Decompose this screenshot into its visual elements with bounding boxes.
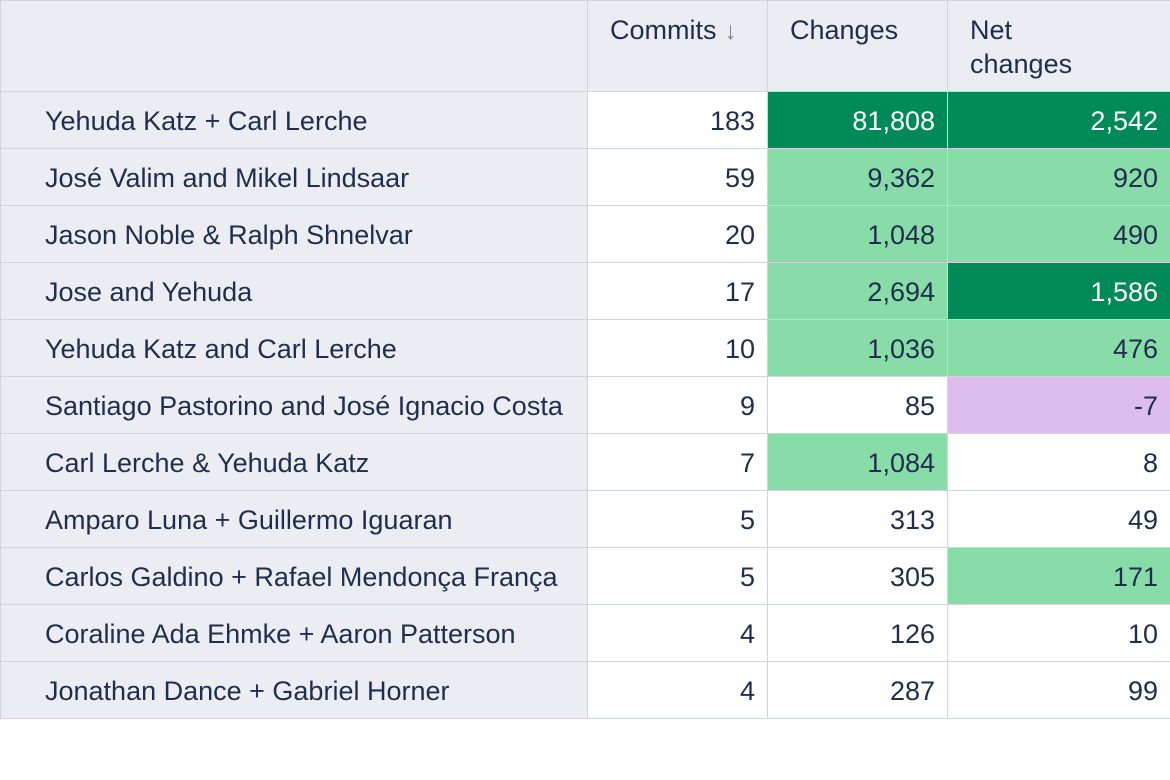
- contributors-table: Commits ↓ Changes Net changes Yehuda Katz +…: [0, 0, 1170, 719]
- row-label: Jason Noble & Ralph Shnelvar: [0, 205, 588, 263]
- value-cell: 313: [767, 490, 948, 548]
- row-label: Yehuda Katz + Carl Lerche: [0, 91, 588, 149]
- header-text: Net changes: [970, 15, 1073, 79]
- value-cell: 287: [767, 661, 948, 719]
- column-header[interactable]: Commits ↓: [587, 0, 768, 92]
- value-cell: 476: [947, 319, 1170, 377]
- value-cell: 2,542: [947, 91, 1170, 149]
- value-cell: 1,036: [767, 319, 948, 377]
- value-cell: 126: [767, 604, 948, 662]
- row-label: Coraline Ada Ehmke + Aaron Patterson: [0, 604, 588, 662]
- value-cell: 7: [587, 433, 768, 491]
- table-row: Jason Noble & Ralph Shnelvar 20 1,048 490: [0, 205, 1170, 263]
- table-body: Yehuda Katz + Carl Lerche 183 81,808 2,542 J…: [0, 91, 1170, 719]
- value-cell: -7: [947, 376, 1170, 434]
- row-label: Yehuda Katz and Carl Lerche: [0, 319, 588, 377]
- value-cell: 85: [767, 376, 948, 434]
- value-cell: 305: [767, 547, 948, 605]
- table-row: Jonathan Dance + Gabriel Horner 4 287 99: [0, 661, 1170, 719]
- row-label: José Valim and Mikel Lindsaar: [0, 148, 588, 206]
- value-cell: 2,694: [767, 262, 948, 320]
- value-cell: 920: [947, 148, 1170, 206]
- value-cell: 49: [947, 490, 1170, 548]
- value-cell: 17: [587, 262, 768, 320]
- header-text: Commits: [610, 15, 717, 45]
- header-text: Changes: [790, 15, 899, 45]
- value-cell: 59: [587, 148, 768, 206]
- value-cell: 8: [947, 433, 1170, 491]
- row-label: Carlos Galdino + Rafael Mendonça França: [0, 547, 588, 605]
- value-cell: 20: [587, 205, 768, 263]
- value-cell: 1,586: [947, 262, 1170, 320]
- table-row: Carl Lerche & Yehuda Katz 7 1,084 8: [0, 433, 1170, 491]
- value-cell: 10: [947, 604, 1170, 662]
- sort-indicator: ↓: [724, 18, 737, 45]
- column-header[interactable]: Net changes: [947, 0, 1170, 92]
- value-cell: 171: [947, 547, 1170, 605]
- row-label: Santiago Pastorino and José Ignacio Cost…: [0, 376, 588, 434]
- row-label: Carl Lerche & Yehuda Katz: [0, 433, 588, 491]
- table-row: José Valim and Mikel Lindsaar 59 9,362 920: [0, 148, 1170, 206]
- row-label: Jonathan Dance + Gabriel Horner: [0, 661, 588, 719]
- table-row: Yehuda Katz and Carl Lerche 10 1,036 476: [0, 319, 1170, 377]
- row-label: Jose and Yehuda: [0, 262, 588, 320]
- column-header: [0, 0, 588, 92]
- value-cell: 9,362: [767, 148, 948, 206]
- header-row: Commits ↓ Changes Net changes: [0, 0, 1170, 92]
- table-row: Carlos Galdino + Rafael Mendonça França 5…: [0, 547, 1170, 605]
- value-cell: 183: [587, 91, 768, 149]
- value-cell: 1,048: [767, 205, 948, 263]
- value-cell: 10: [587, 319, 768, 377]
- table-row: Jose and Yehuda 17 2,694 1,586: [0, 262, 1170, 320]
- row-label: Amparo Luna + Guillermo Iguaran: [0, 490, 588, 548]
- table-row: Coraline Ada Ehmke + Aaron Patterson 4 126…: [0, 604, 1170, 662]
- table-row: Santiago Pastorino and José Ignacio Cost…: [0, 376, 1170, 434]
- column-header[interactable]: Changes: [767, 0, 948, 92]
- value-cell: 5: [587, 490, 768, 548]
- table-row: Yehuda Katz + Carl Lerche 183 81,808 2,542: [0, 91, 1170, 149]
- value-cell: 490: [947, 205, 1170, 263]
- value-cell: 81,808: [767, 91, 948, 149]
- value-cell: 4: [587, 661, 768, 719]
- table-row: Amparo Luna + Guillermo Iguaran 5 313 49: [0, 490, 1170, 548]
- value-cell: 4: [587, 604, 768, 662]
- value-cell: 9: [587, 376, 768, 434]
- value-cell: 99: [947, 661, 1170, 719]
- value-cell: 1,084: [767, 433, 948, 491]
- value-cell: 5: [587, 547, 768, 605]
